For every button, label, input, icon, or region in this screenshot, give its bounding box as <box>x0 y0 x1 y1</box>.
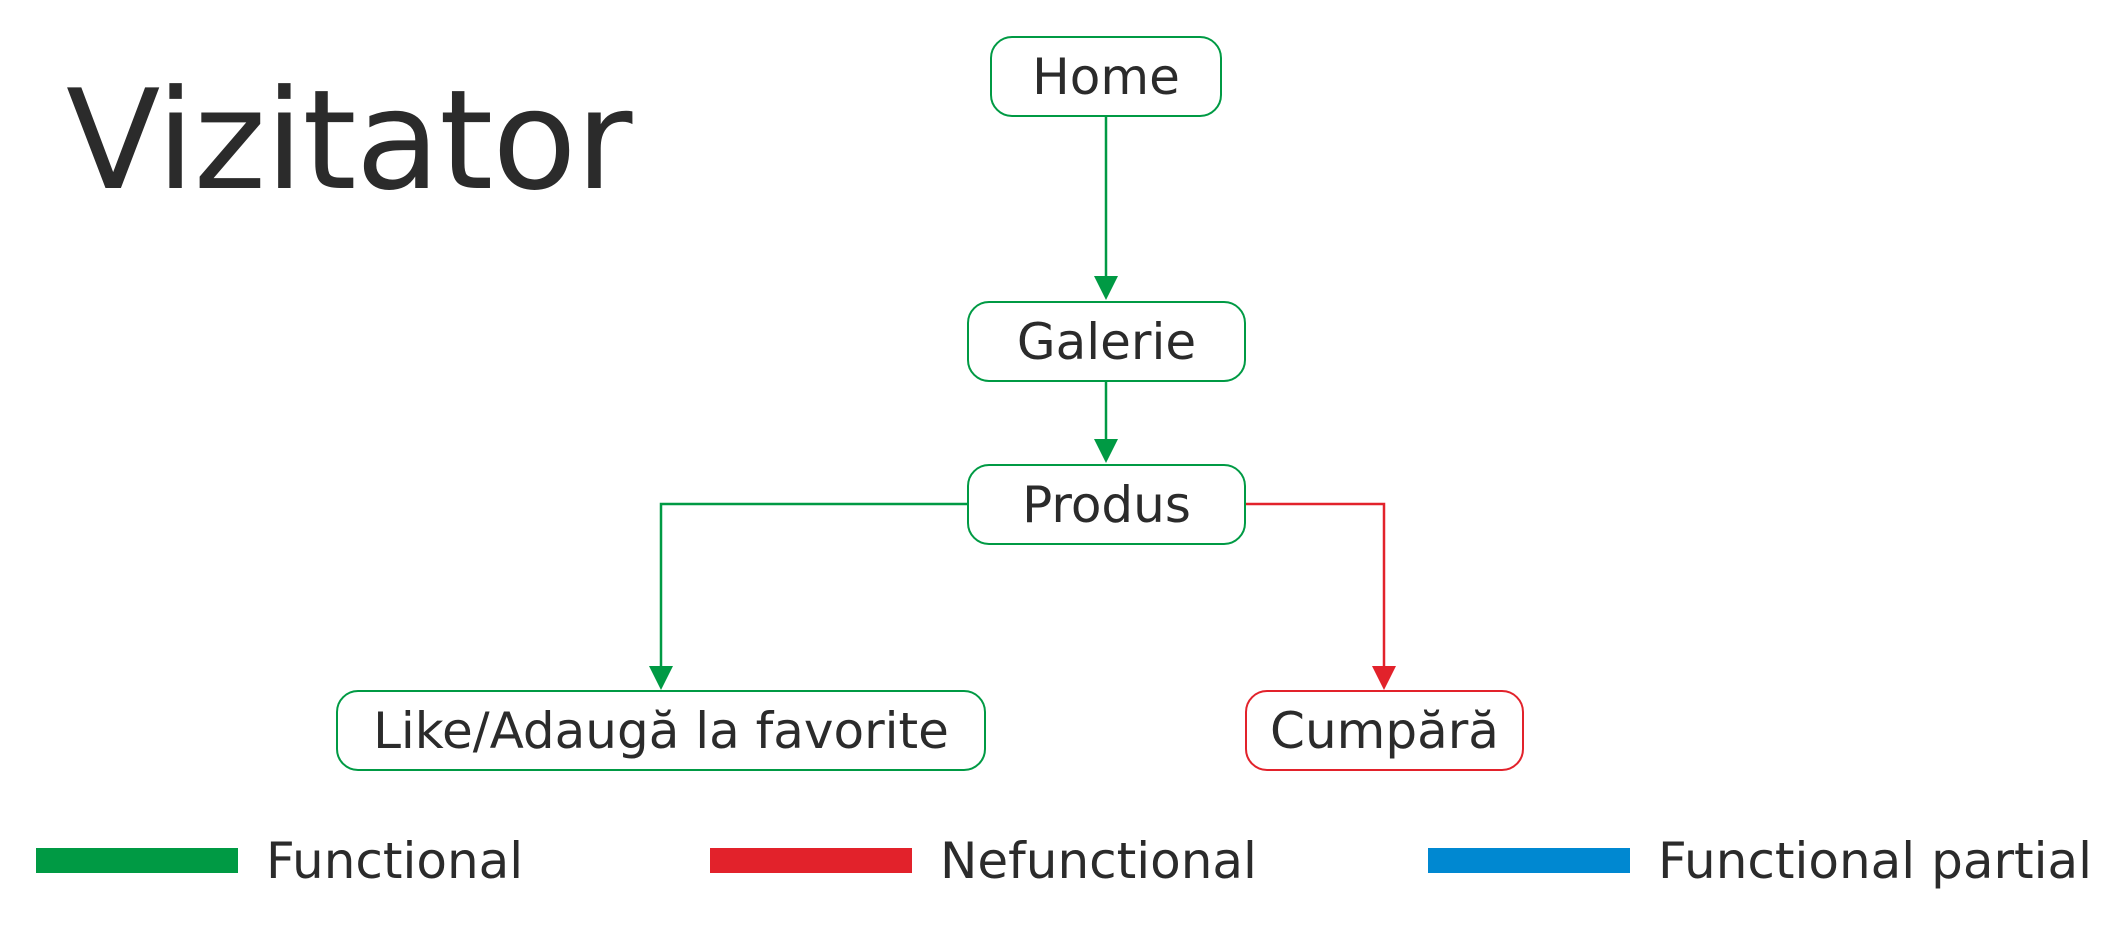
arrowhead-like <box>649 666 673 690</box>
legend-partial: Functional partial <box>1428 836 2118 886</box>
node-home-label: Home <box>1032 47 1180 106</box>
node-produs-label: Produs <box>1022 475 1191 534</box>
edge-produs-like <box>659 502 968 668</box>
node-like: Like/Adaugă la favorite <box>336 690 986 771</box>
arrowhead-produs <box>1094 439 1118 463</box>
legend-label-partial: Functional partial <box>1658 832 2093 890</box>
node-cumpara-label: Cumpără <box>1270 701 1499 760</box>
legend-label-nonfunctional: Nefunctional <box>940 832 1257 890</box>
legend-nonfunctional: Nefunctional <box>710 836 1330 886</box>
arrowhead-galerie <box>1094 276 1118 300</box>
edge-produs-cumpara <box>1245 502 1386 668</box>
arrowhead-cumpara <box>1372 666 1396 690</box>
node-galerie-label: Galerie <box>1016 312 1197 371</box>
node-galerie: Galerie <box>967 301 1246 382</box>
node-home: Home <box>990 36 1222 117</box>
legend-swatch-partial <box>1428 848 1630 873</box>
legend-functional: Functional <box>36 836 596 886</box>
diagram-title: Vizitator <box>66 60 632 221</box>
legend-label-functional: Functional <box>266 832 524 890</box>
legend-swatch-functional <box>36 848 238 873</box>
legend-swatch-nonfunctional <box>710 848 912 873</box>
node-cumpara: Cumpără <box>1245 690 1524 771</box>
node-produs: Produs <box>967 464 1246 545</box>
node-like-label: Like/Adaugă la favorite <box>373 701 949 760</box>
